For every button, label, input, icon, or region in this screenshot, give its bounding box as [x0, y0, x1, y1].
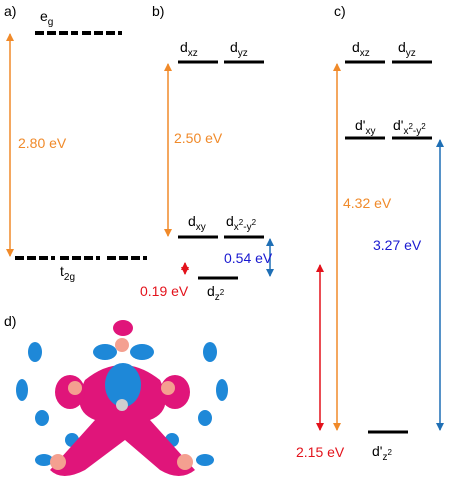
- gap-label: 3.27 eV: [373, 237, 422, 253]
- label-part: d': [393, 117, 403, 133]
- label-part: -y: [413, 126, 421, 137]
- level-label: dxz: [180, 39, 198, 59]
- level-label: dyz: [230, 39, 248, 59]
- label-part: 2: [252, 218, 257, 227]
- label-part: xz: [188, 48, 198, 59]
- label-part: x: [403, 126, 408, 137]
- gap-label: 2.50 eV: [174, 130, 223, 146]
- level-label: dyz: [398, 39, 416, 59]
- level-label: dz2: [207, 283, 225, 303]
- label-part: 2: [408, 122, 413, 131]
- label-part: d: [207, 283, 215, 299]
- panel-label: d): [4, 313, 16, 329]
- label-part: 2g: [64, 272, 75, 283]
- label-part: 2: [239, 218, 244, 227]
- label-part: z: [215, 292, 220, 303]
- level-label: eg: [40, 8, 53, 28]
- panel-c: dxz dyz d'xy d'x2-y2 d'z2 4.32 eV 3.27 e…: [296, 39, 444, 463]
- label-part: d': [372, 443, 382, 459]
- panel-a: eg t2g 2.80 eV: [6, 8, 147, 283]
- label-part: d: [352, 39, 360, 55]
- label-part: g: [48, 17, 54, 28]
- level-label: t2g: [60, 263, 75, 283]
- label-part: d: [230, 39, 238, 55]
- label-part: xz: [360, 48, 370, 59]
- label-part: 2: [421, 122, 426, 131]
- label-part: xy: [365, 126, 375, 137]
- label-part: 2: [220, 288, 225, 297]
- label-part: d: [226, 213, 234, 229]
- panel-label: c): [334, 3, 346, 19]
- label-part: xy: [196, 222, 206, 233]
- gap-label: 2.15 eV: [296, 444, 345, 460]
- gap-label: 0.19 eV: [140, 283, 189, 299]
- gap-label: 4.32 eV: [343, 195, 392, 211]
- orbital-render: [16, 320, 228, 476]
- label-part: -y: [243, 222, 251, 233]
- level-label: d'x2-y2: [393, 117, 426, 137]
- label-part: x: [234, 222, 239, 233]
- panel-b: dxz dyz dxy dx2-y2 dz2 2.50 eV 0.54 eV 0…: [140, 39, 274, 303]
- label-part: d: [398, 39, 406, 55]
- level-label: d'xy: [355, 117, 375, 137]
- label-part: z: [382, 452, 387, 463]
- panel-label: b): [152, 3, 164, 19]
- label-part: d: [188, 213, 196, 229]
- label-part: yz: [238, 48, 248, 59]
- gap-label: 2.80 eV: [18, 135, 67, 151]
- level-label: dxy: [188, 213, 206, 233]
- level-label: d'z2: [372, 443, 392, 463]
- gap-label: 0.54 eV: [224, 250, 273, 266]
- label-part: yz: [406, 48, 416, 59]
- level-label: dxz: [352, 39, 370, 59]
- label-part: 2: [387, 448, 392, 457]
- label-part: e: [40, 8, 48, 24]
- level-label: dx2-y2: [226, 213, 257, 233]
- label-part: d': [355, 117, 365, 133]
- label-part: t: [60, 263, 64, 279]
- label-part: d: [180, 39, 188, 55]
- panel-label: a): [4, 3, 16, 19]
